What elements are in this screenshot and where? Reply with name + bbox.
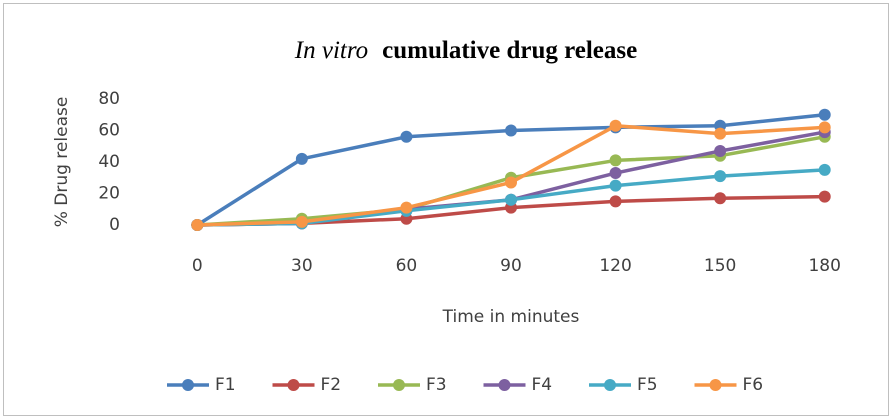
legend-marker bbox=[604, 379, 616, 391]
x-tick-label: 30 bbox=[291, 256, 313, 276]
data-point bbox=[505, 124, 517, 137]
data-point bbox=[714, 127, 727, 140]
legend-marker bbox=[182, 379, 194, 391]
legend-marker bbox=[498, 379, 511, 391]
data-point bbox=[609, 195, 622, 208]
x-tick-label: 90 bbox=[500, 256, 522, 276]
x-tick-label: 150 bbox=[704, 256, 736, 276]
legend-label: F2 bbox=[321, 375, 342, 395]
x-tick-label: 120 bbox=[599, 256, 631, 276]
data-point bbox=[818, 190, 831, 203]
data-point bbox=[609, 119, 622, 132]
data-point bbox=[295, 215, 308, 228]
x-tick-label: 180 bbox=[808, 256, 840, 276]
legend-marker bbox=[287, 379, 300, 391]
y-tick-label: 80 bbox=[98, 89, 120, 109]
data-point bbox=[295, 152, 308, 165]
data-point bbox=[818, 108, 831, 121]
y-tick-label: 60 bbox=[98, 121, 120, 141]
data-point bbox=[818, 163, 831, 176]
data-point bbox=[505, 176, 517, 189]
legend-marker bbox=[709, 379, 722, 391]
chart-frame bbox=[3, 3, 889, 416]
data-point bbox=[818, 121, 831, 134]
title-rest: cumulative drug release bbox=[382, 37, 637, 64]
y-tick-label: 40 bbox=[98, 152, 120, 172]
data-point bbox=[714, 144, 727, 157]
legend-label: F1 bbox=[215, 375, 236, 395]
data-point bbox=[191, 219, 204, 231]
legend-label: F5 bbox=[637, 375, 658, 395]
x-tick-label: 0 bbox=[192, 256, 203, 276]
data-point bbox=[505, 193, 517, 206]
title-italic: In vitro bbox=[294, 37, 368, 64]
data-point bbox=[714, 170, 727, 183]
y-axis-label: % Drug release bbox=[52, 97, 72, 228]
legend-label: F3 bbox=[426, 375, 447, 395]
chart-title: In vitro cumulative drug release bbox=[294, 37, 637, 64]
x-axis-label: Time in minutes bbox=[442, 307, 580, 327]
legend-marker bbox=[393, 379, 405, 391]
data-point bbox=[609, 167, 622, 180]
y-tick-label: 0 bbox=[109, 215, 120, 235]
data-point bbox=[400, 201, 413, 214]
legend-label: F6 bbox=[743, 375, 764, 395]
data-point bbox=[609, 179, 622, 192]
x-tick-label: 60 bbox=[396, 256, 418, 276]
y-tick-label: 20 bbox=[98, 184, 120, 204]
data-point bbox=[714, 192, 727, 205]
data-point bbox=[400, 130, 413, 143]
legend-label: F4 bbox=[532, 375, 553, 395]
data-point bbox=[609, 154, 622, 167]
